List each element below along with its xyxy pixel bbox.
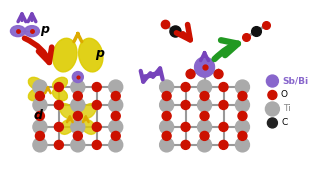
Circle shape: [71, 80, 85, 94]
Circle shape: [200, 131, 209, 140]
Circle shape: [181, 83, 190, 91]
Circle shape: [54, 140, 63, 149]
Circle shape: [186, 70, 195, 79]
Circle shape: [160, 120, 174, 134]
Circle shape: [267, 118, 278, 128]
Circle shape: [181, 101, 190, 109]
Circle shape: [72, 72, 83, 83]
Circle shape: [198, 138, 212, 152]
Text: $\bfit{p}$: $\bfit{p}$: [95, 48, 106, 62]
Circle shape: [238, 112, 247, 120]
Circle shape: [111, 131, 120, 140]
Ellipse shape: [53, 38, 77, 72]
Text: O: O: [281, 91, 288, 99]
Circle shape: [214, 70, 223, 79]
Circle shape: [266, 75, 278, 87]
Circle shape: [111, 112, 120, 120]
Circle shape: [92, 83, 101, 91]
Circle shape: [219, 140, 228, 149]
Text: Sb/Bi: Sb/Bi: [282, 77, 308, 86]
Ellipse shape: [25, 26, 39, 37]
Circle shape: [54, 122, 63, 131]
Circle shape: [162, 91, 171, 101]
Circle shape: [92, 122, 101, 131]
Circle shape: [35, 131, 44, 140]
Circle shape: [198, 98, 212, 112]
Circle shape: [162, 131, 171, 140]
Circle shape: [266, 102, 279, 116]
Circle shape: [238, 91, 247, 101]
Circle shape: [73, 112, 82, 120]
Circle shape: [268, 91, 277, 99]
Circle shape: [71, 120, 85, 134]
Circle shape: [160, 138, 174, 152]
Circle shape: [71, 138, 85, 152]
Circle shape: [109, 120, 123, 134]
Circle shape: [236, 98, 249, 112]
Circle shape: [219, 101, 228, 109]
Circle shape: [160, 98, 174, 112]
Circle shape: [33, 98, 47, 112]
Circle shape: [54, 101, 63, 109]
Circle shape: [200, 112, 209, 120]
Text: $\bfit{d}$: $\bfit{d}$: [33, 108, 44, 122]
Text: $\bfit{p}$: $\bfit{p}$: [40, 24, 50, 38]
Ellipse shape: [53, 77, 67, 90]
Ellipse shape: [28, 77, 43, 90]
Ellipse shape: [60, 119, 75, 134]
Circle shape: [33, 80, 47, 94]
Circle shape: [162, 112, 171, 120]
Circle shape: [109, 98, 123, 112]
Circle shape: [33, 138, 47, 152]
Circle shape: [109, 138, 123, 152]
Circle shape: [200, 91, 209, 101]
Circle shape: [71, 98, 85, 112]
Circle shape: [238, 131, 247, 140]
Circle shape: [35, 91, 44, 101]
Ellipse shape: [60, 104, 75, 119]
Circle shape: [198, 120, 212, 134]
Ellipse shape: [53, 88, 67, 101]
Circle shape: [236, 120, 249, 134]
Text: C: C: [281, 119, 288, 127]
Circle shape: [111, 91, 120, 101]
Circle shape: [219, 83, 228, 91]
Circle shape: [236, 138, 249, 152]
Circle shape: [109, 80, 123, 94]
Ellipse shape: [81, 104, 96, 119]
Circle shape: [160, 80, 174, 94]
Circle shape: [198, 80, 212, 94]
Text: Ti: Ti: [284, 105, 291, 113]
Ellipse shape: [28, 88, 43, 101]
Circle shape: [92, 140, 101, 149]
Ellipse shape: [79, 38, 103, 72]
Circle shape: [219, 122, 228, 131]
Circle shape: [73, 91, 82, 101]
Circle shape: [195, 57, 215, 77]
Circle shape: [54, 83, 63, 91]
Circle shape: [35, 112, 44, 120]
Ellipse shape: [10, 26, 26, 37]
Circle shape: [92, 101, 101, 109]
Circle shape: [73, 131, 82, 140]
Circle shape: [236, 80, 249, 94]
Circle shape: [33, 120, 47, 134]
Circle shape: [181, 140, 190, 149]
Circle shape: [181, 122, 190, 131]
Ellipse shape: [81, 119, 96, 134]
